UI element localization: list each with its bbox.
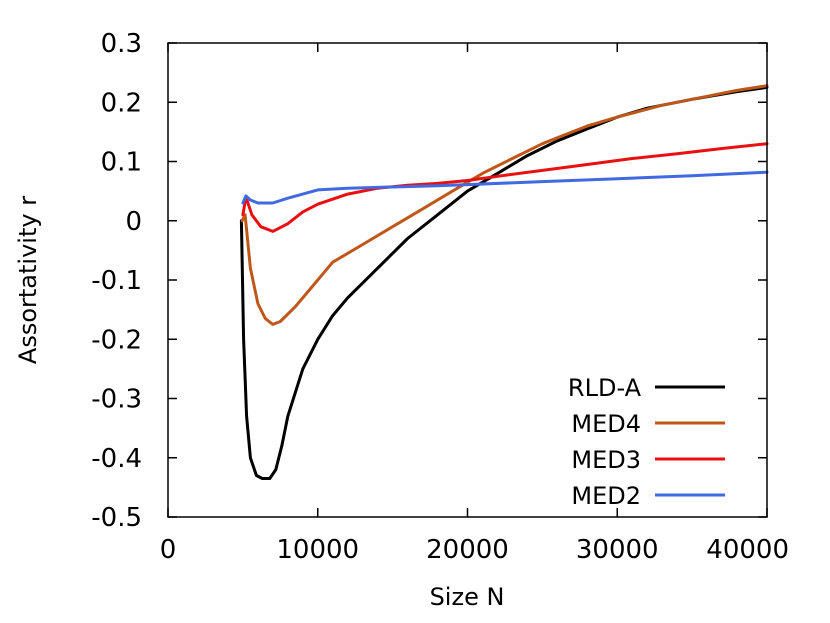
series-line-med4 xyxy=(240,84,769,326)
series-lines xyxy=(239,84,769,480)
x-axis-title: Size N xyxy=(430,583,505,611)
y-tick-label: -0.2 xyxy=(91,325,142,355)
x-tick-label: 10000 xyxy=(276,535,359,565)
y-tick-label: 0.1 xyxy=(101,148,142,178)
y-tick-label: -0.5 xyxy=(91,503,142,533)
legend-label: MED4 xyxy=(571,410,641,438)
plot-frame xyxy=(167,42,768,518)
x-tick-label: 40000 xyxy=(706,535,789,565)
legend-label: MED2 xyxy=(571,482,641,510)
y-tick-label: 0 xyxy=(125,207,142,237)
y-axis-ticks: 0.3 0.2 0.1 0 -0.1 -0.2 -0.3 -0.4 -0.5 xyxy=(91,29,767,533)
y-tick-label: 0.3 xyxy=(101,29,142,59)
y-axis-title: Assortativity r xyxy=(14,196,42,364)
x-axis-ticks: 0 10000 20000 30000 40000 xyxy=(160,43,789,565)
y-tick-label: -0.3 xyxy=(91,385,142,415)
y-tick-label: 0.2 xyxy=(101,88,142,118)
x-tick-label: 30000 xyxy=(576,535,659,565)
legend-label: RLD-A xyxy=(568,374,642,402)
legend: RLD-A MED4 MED3 MED2 xyxy=(568,374,725,510)
y-tick-label: -0.1 xyxy=(91,266,142,296)
x-tick-label: 20000 xyxy=(426,535,509,565)
y-tick-label: -0.4 xyxy=(91,444,142,474)
series-line-med3 xyxy=(241,142,769,233)
x-tick-label: 0 xyxy=(160,535,177,565)
series-line-med2 xyxy=(241,170,769,205)
series-line-rld-a xyxy=(239,85,769,480)
legend-label: MED3 xyxy=(571,446,641,474)
